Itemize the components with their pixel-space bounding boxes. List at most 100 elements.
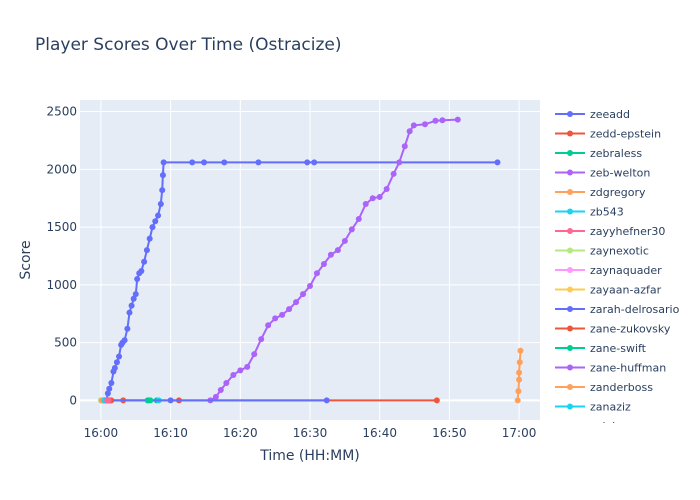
legend-item[interactable]: zdgregory bbox=[555, 186, 646, 199]
data-point bbox=[439, 117, 446, 124]
data-point bbox=[147, 397, 154, 404]
legend-item[interactable]: zane-huffman bbox=[555, 362, 666, 375]
data-point bbox=[159, 187, 166, 194]
data-point bbox=[320, 261, 327, 268]
data-point bbox=[152, 218, 159, 225]
legend-item[interactable]: zaynexotic bbox=[555, 245, 649, 258]
legend-marker bbox=[567, 228, 573, 234]
legend-item[interactable]: zeb-welton bbox=[555, 167, 650, 180]
data-point bbox=[244, 363, 251, 370]
legend-item[interactable]: zedd-epstein bbox=[555, 128, 661, 141]
data-point bbox=[422, 121, 428, 128]
data-point bbox=[406, 128, 413, 135]
series-zeeadd bbox=[103, 159, 501, 404]
data-point bbox=[251, 351, 258, 358]
data-point bbox=[160, 159, 167, 166]
legend-item[interactable]: zalvin bbox=[555, 420, 622, 433]
legend-marker bbox=[567, 150, 573, 156]
data-point bbox=[304, 159, 311, 166]
data-point bbox=[255, 159, 262, 166]
data-point bbox=[279, 311, 286, 318]
data-point bbox=[515, 388, 522, 395]
data-point bbox=[494, 159, 501, 166]
y-tick-label: 0 bbox=[69, 393, 77, 407]
legend-label: zeb-welton bbox=[590, 167, 650, 180]
data-point bbox=[143, 247, 150, 254]
data-point bbox=[189, 159, 196, 166]
legend-item[interactable]: zb543 bbox=[555, 206, 624, 219]
legend-item[interactable]: zane-swift bbox=[555, 342, 647, 355]
data-point bbox=[293, 299, 300, 306]
legend-item[interactable]: zebraless bbox=[555, 147, 642, 160]
legend-item[interactable]: zayyhefner30 bbox=[555, 225, 665, 238]
series-zane-swift bbox=[145, 397, 154, 404]
series-zalvin bbox=[104, 397, 112, 404]
legend-item[interactable]: zanderboss bbox=[555, 381, 653, 394]
y-tick-label: 500 bbox=[54, 336, 77, 350]
legend-label: zane-zukovsky bbox=[590, 323, 671, 336]
data-point bbox=[355, 215, 362, 222]
y-tick-label: 1000 bbox=[46, 278, 77, 292]
legend-item[interactable]: zanaziz bbox=[555, 401, 631, 414]
legend-marker bbox=[567, 403, 573, 410]
data-point bbox=[341, 237, 348, 244]
data-point bbox=[132, 291, 139, 298]
legend-item[interactable]: zayaan-azfar bbox=[555, 284, 662, 297]
data-point bbox=[396, 159, 403, 166]
x-tick-label: 16:00 bbox=[84, 426, 119, 440]
legend-label: zaynaquader bbox=[590, 264, 662, 277]
legend-item[interactable]: zeeadd bbox=[555, 108, 630, 121]
legend-item[interactable]: zaynaquader bbox=[555, 264, 662, 277]
data-point bbox=[157, 200, 164, 207]
x-tick-label: 16:30 bbox=[293, 426, 328, 440]
data-point bbox=[237, 367, 244, 374]
legend-label: zeeadd bbox=[590, 108, 630, 121]
data-point bbox=[106, 385, 113, 392]
data-point bbox=[272, 315, 279, 322]
x-tick-label: 17:00 bbox=[502, 426, 537, 440]
legend-label: zarah-delrosario bbox=[590, 303, 680, 316]
data-point bbox=[134, 276, 141, 283]
legend-item[interactable]: zarah-delrosario bbox=[555, 303, 680, 316]
legend-label: zayaan-azfar bbox=[590, 284, 662, 297]
data-point bbox=[517, 347, 524, 354]
data-point bbox=[307, 282, 313, 289]
data-point bbox=[201, 159, 208, 166]
legend[interactable]: zeeadd zedd-epstein zebraless zeb-welton zdg… bbox=[555, 108, 680, 433]
data-point bbox=[230, 371, 237, 378]
data-point bbox=[121, 337, 128, 344]
series-zeb-welton bbox=[207, 116, 461, 404]
legend-label: zane-swift bbox=[590, 342, 647, 355]
legend-marker bbox=[567, 130, 573, 137]
data-point bbox=[432, 117, 439, 124]
data-point bbox=[141, 258, 148, 265]
data-point bbox=[327, 251, 334, 258]
data-point bbox=[334, 247, 341, 254]
legend-item[interactable]: zane-zukovsky bbox=[555, 323, 671, 336]
x-tick-label: 16:10 bbox=[153, 426, 188, 440]
data-point bbox=[223, 380, 230, 387]
x-tick-label: 16:20 bbox=[223, 426, 258, 440]
x-tick-label: 16:50 bbox=[432, 426, 467, 440]
legend-marker bbox=[567, 286, 573, 293]
data-point bbox=[126, 309, 133, 316]
x-axis-title: Time (HH:MM) bbox=[259, 448, 360, 464]
data-point bbox=[265, 322, 272, 329]
legend-label: zb543 bbox=[590, 206, 624, 219]
data-point bbox=[155, 212, 162, 219]
data-point bbox=[401, 143, 408, 150]
legend-marker bbox=[567, 247, 573, 254]
data-point bbox=[146, 235, 153, 242]
legend-label: zaynexotic bbox=[590, 245, 649, 258]
chart-title: Player Scores Over Time (Ostracize) bbox=[35, 35, 342, 55]
data-point bbox=[369, 195, 376, 202]
y-tick-label: 2000 bbox=[46, 162, 77, 176]
legend-marker bbox=[567, 345, 573, 351]
data-point bbox=[159, 172, 166, 179]
data-point bbox=[212, 393, 219, 400]
data-point bbox=[111, 365, 118, 372]
legend-marker bbox=[567, 384, 573, 390]
legend-marker bbox=[567, 169, 573, 176]
data-point bbox=[348, 226, 355, 233]
